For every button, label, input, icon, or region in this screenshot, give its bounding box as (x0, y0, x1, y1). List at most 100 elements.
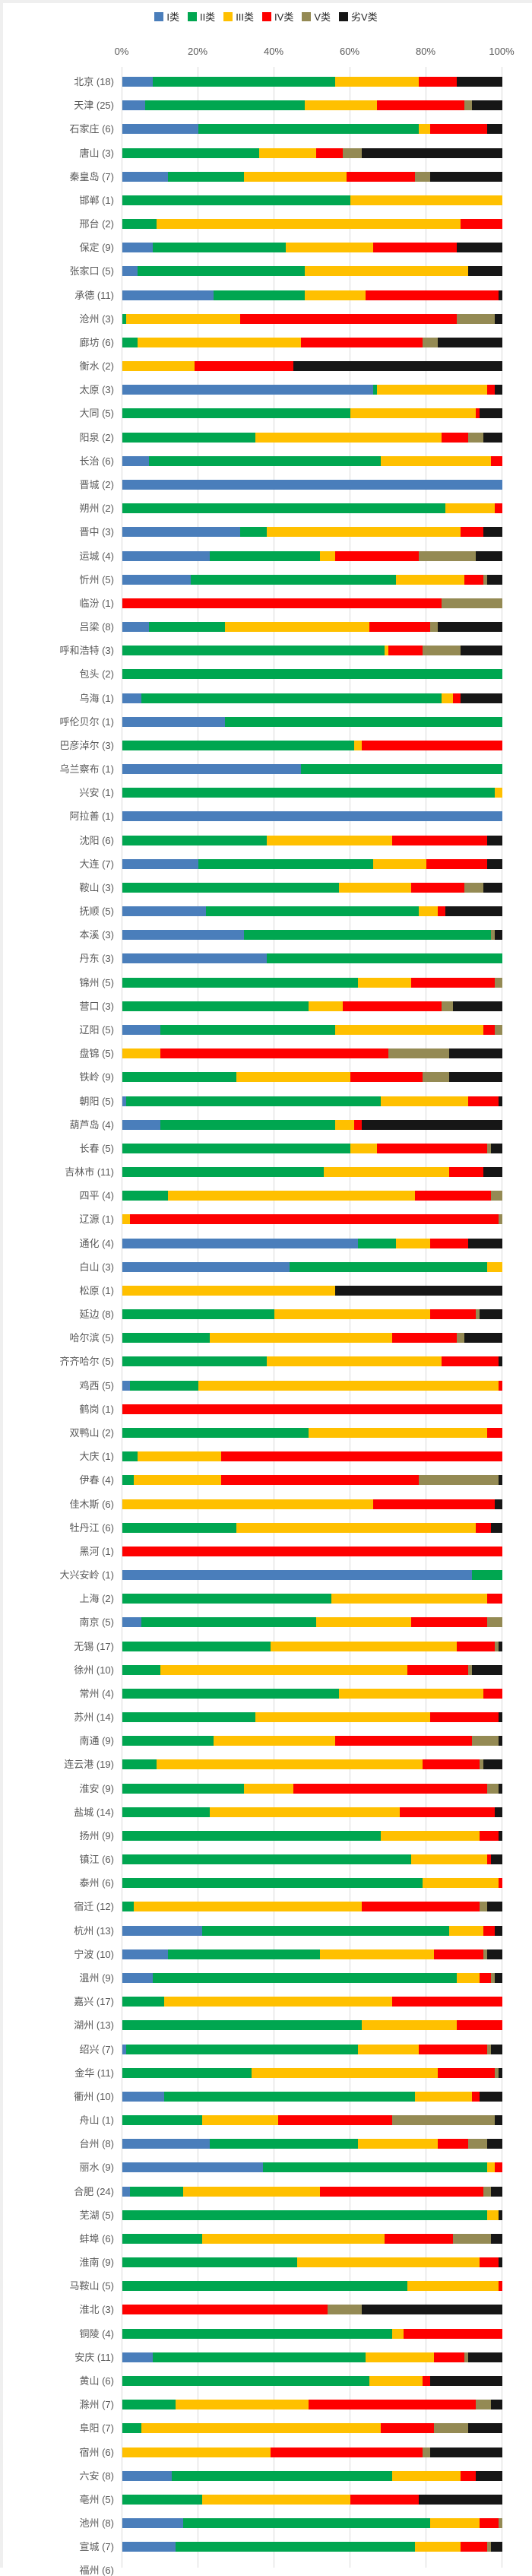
bar-segment-class-4 (487, 1428, 502, 1438)
bar-segment-worse-than-5 (483, 1167, 502, 1177)
bar-row (122, 1499, 502, 1509)
bar-row (122, 1594, 502, 1604)
bar-segment-class-5 (487, 2045, 491, 2054)
row-label: 晋城 (2) (79, 479, 114, 490)
bar-segment-class-4 (411, 883, 464, 893)
bar-row (122, 1096, 502, 1106)
bar-segment-class-5 (434, 2423, 468, 2433)
bar-segment-class-3 (168, 1191, 415, 1201)
bar-segment-class-2 (122, 1759, 157, 1769)
row-label: 池州 (8) (79, 2517, 114, 2529)
row-label: 沧州 (3) (79, 313, 114, 325)
bar-segment-class-3 (141, 2423, 381, 2433)
bar-segment-class-2 (122, 1356, 267, 1366)
bar-segment-class-2 (122, 1878, 423, 1888)
bar-row (122, 527, 502, 537)
row-label: 阿拉善 (1) (69, 811, 114, 822)
bar-segment-class-3 (305, 100, 377, 110)
bar-segment-class-4 (457, 1642, 495, 1651)
bar-segment-class-4 (377, 100, 464, 110)
bar-row (122, 408, 502, 418)
bar-segment-class-2 (122, 1475, 134, 1485)
row-label: 太原 (3) (79, 384, 114, 395)
bar-segment-class-5 (495, 2068, 499, 2078)
row-label: 朔州 (2) (79, 503, 114, 514)
row-label: 无锡 (17) (74, 1641, 114, 1652)
row-label: 六安 (8) (79, 2470, 114, 2482)
bar-segment-class-4 (385, 2234, 453, 2244)
bar-segment-class-4 (392, 1333, 457, 1343)
bar-row (122, 148, 502, 158)
bar-segment-class-2 (183, 2518, 430, 2528)
bar-segment-class-4 (480, 1831, 499, 1841)
bar-segment-class-4 (221, 1451, 502, 1461)
bar-segment-worse-than-5 (499, 1736, 502, 1746)
bar-segment-class-2 (122, 1333, 210, 1343)
row-label: 南通 (9) (79, 1735, 114, 1746)
row-label: 辽源 (1) (79, 1213, 114, 1225)
legend-label-class-5: V类 (314, 11, 331, 23)
bar-segment-class-2 (149, 456, 381, 466)
bar-segment-class-5 (423, 338, 438, 347)
row-label: 锦州 (5) (79, 977, 114, 988)
bar-segment-worse-than-5 (483, 527, 502, 537)
bar-segment-class-4 (373, 243, 457, 252)
row-label: 葫芦岛 (4) (69, 1119, 114, 1131)
bar-segment-class-4 (381, 2423, 434, 2433)
bar-segment-class-4 (392, 836, 487, 845)
bar-row (122, 2542, 502, 2552)
bar-row (122, 2210, 502, 2220)
legend-item-class-5: V类 (302, 9, 331, 24)
bar-row (122, 1973, 502, 1983)
bar-segment-class-4 (499, 1381, 502, 1391)
bar-segment-class-3 (366, 2352, 434, 2362)
bar-segment-class-1 (122, 1239, 358, 1248)
bar-segment-worse-than-5 (461, 693, 502, 703)
bar-segment-worse-than-5 (483, 883, 502, 893)
bar-row (122, 124, 502, 134)
bar-segment-class-2 (263, 2162, 487, 2172)
bar-segment-class-4 (411, 1617, 487, 1627)
bar-segment-class-2 (191, 575, 396, 585)
row-label: 伊春 (4) (79, 1474, 114, 1486)
bar-segment-worse-than-5 (491, 1854, 502, 1864)
bar-row (122, 2139, 502, 2149)
row-label: 北京 (18) (74, 76, 114, 87)
legend-label-class-4: IV类 (274, 11, 294, 23)
bar-segment-class-5 (487, 1144, 491, 1153)
bar-segment-class-3 (267, 1356, 442, 1366)
bar-segment-class-3 (354, 741, 362, 750)
bar-segment-worse-than-5 (491, 1144, 502, 1153)
bar-segment-class-5 (468, 433, 483, 443)
bar-segment-worse-than-5 (430, 2376, 502, 2386)
bar-row (122, 2092, 502, 2102)
bar-row (122, 859, 502, 869)
bar-row (122, 2495, 502, 2505)
bar-segment-worse-than-5 (499, 290, 502, 300)
bar-segment-class-1 (122, 859, 198, 869)
bar-segment-class-2 (122, 314, 126, 324)
bar-segment-class-1 (122, 717, 225, 727)
bar-segment-class-3 (122, 1048, 160, 1058)
bar-segment-worse-than-5 (438, 622, 502, 632)
bar-segment-class-5 (430, 622, 438, 632)
bar-segment-class-2 (122, 2115, 202, 2125)
legend-label-worse-than-5: 劣V类 (351, 11, 378, 23)
bar-row (122, 1025, 502, 1035)
bar-segment-worse-than-5 (480, 408, 502, 418)
bar-segment-class-3 (134, 1475, 221, 1485)
bar-segment-worse-than-5 (445, 906, 502, 916)
row-label: 舟山 (1) (79, 2114, 114, 2126)
bar-segment-class-4 (400, 1807, 495, 1817)
bar-segment-class-2 (122, 1001, 309, 1011)
bar-segment-class-3 (339, 1689, 483, 1699)
bar-segment-class-1 (122, 100, 145, 110)
bar-segment-class-4 (195, 361, 293, 371)
row-label: 马鞍山 (5) (69, 2280, 114, 2292)
bar-segment-class-1 (122, 266, 138, 276)
bar-segment-class-5 (388, 1048, 449, 1058)
bar-segment-class-2 (373, 385, 377, 395)
bar-segment-class-2 (214, 290, 305, 300)
bar-row (122, 1926, 502, 1936)
bar-segment-worse-than-5 (499, 1356, 502, 1366)
